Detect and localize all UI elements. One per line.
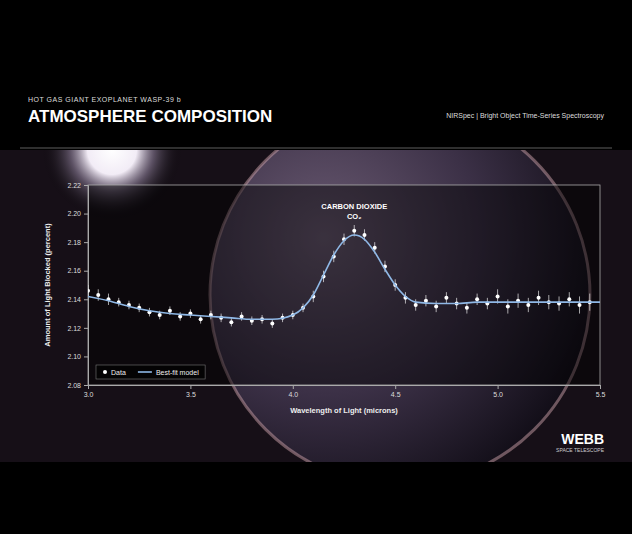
data-point xyxy=(496,294,500,298)
tick: 5.0 xyxy=(493,385,503,398)
subtitle: HOT GAS GIANT EXOPLANET WASP-39 b xyxy=(28,96,181,103)
tick: 4.5 xyxy=(391,385,401,398)
tick-mark xyxy=(84,328,88,329)
y-axis-title: Amount of Light Blocked (percent) xyxy=(43,223,52,347)
legend: Data Best-fit model xyxy=(96,365,205,379)
tick-mark xyxy=(84,385,88,386)
background xyxy=(0,0,632,534)
tick: 2.20 xyxy=(67,210,88,217)
title: ATMOSPHERE COMPOSITION xyxy=(28,107,272,126)
tick-label: 2.08 xyxy=(67,382,81,389)
tick-label: 2.14 xyxy=(67,296,81,303)
tick: 2.16 xyxy=(67,267,88,274)
tick: 2.22 xyxy=(67,182,88,189)
tick-label: 2.20 xyxy=(67,210,81,217)
tick: 3.0 xyxy=(84,385,94,398)
chart: HOT GAS GIANT EXOPLANET WASP-39 b ATMOSPH… xyxy=(0,0,632,534)
annotation: CARBON DIOXIDE xyxy=(321,202,387,211)
data-point xyxy=(444,296,448,300)
plot-frame xyxy=(88,185,600,385)
model-line xyxy=(88,235,600,319)
tick-mark xyxy=(84,299,88,300)
data-point xyxy=(414,303,418,307)
legend-label: Data xyxy=(111,369,126,376)
annotation: CO₂ xyxy=(347,212,362,221)
data-point xyxy=(352,229,356,233)
x-axis-title: Wavelength of Light (microns) xyxy=(290,406,398,415)
tick-label: 2.10 xyxy=(67,353,81,360)
tick-mark xyxy=(395,385,396,389)
tick: 2.10 xyxy=(67,353,88,360)
tick-label: 3.0 xyxy=(84,391,94,398)
legend-swatch xyxy=(138,371,152,373)
data-point xyxy=(168,309,172,313)
tick-mark xyxy=(84,356,88,357)
tick-label: 5.0 xyxy=(493,391,503,398)
data-point xyxy=(158,313,162,317)
data-point xyxy=(506,304,510,308)
tick-label: 5.5 xyxy=(596,391,606,398)
instrument: NIRSpec | Bright Object Time-Series Spec… xyxy=(446,112,604,120)
legend-box xyxy=(96,365,205,379)
header-rule xyxy=(20,148,612,149)
plot-marks xyxy=(88,225,600,328)
legend-label: Best-fit model xyxy=(156,369,199,376)
data-point xyxy=(475,297,479,301)
plot-bg xyxy=(88,185,600,385)
tick-mark xyxy=(190,385,191,389)
tick-mark xyxy=(293,385,294,389)
tick: 5.5 xyxy=(596,385,606,398)
tick: 2.18 xyxy=(67,239,88,246)
tick: 2.14 xyxy=(67,296,88,303)
tick: 2.12 xyxy=(67,325,88,332)
tick-label: 2.18 xyxy=(67,239,81,246)
axis-line xyxy=(89,386,601,390)
tick-label: 4.0 xyxy=(288,391,298,398)
data-point xyxy=(229,320,233,324)
tick-label: 2.12 xyxy=(67,325,81,332)
data-point xyxy=(362,233,366,237)
backdrop xyxy=(0,150,632,462)
tick: 2.08 xyxy=(67,382,88,389)
tick-mark xyxy=(600,385,601,389)
tick-mark xyxy=(498,385,499,389)
tick-label: 2.16 xyxy=(67,267,81,274)
tick-label: 4.5 xyxy=(391,391,401,398)
tick-mark xyxy=(84,271,88,272)
data-point xyxy=(88,289,90,293)
logo-sub: SPACE TELESCOPE xyxy=(556,447,605,453)
tick-mark xyxy=(84,185,88,186)
data-point xyxy=(434,304,438,308)
data-point xyxy=(465,306,469,310)
tick: 3.5 xyxy=(186,385,196,398)
data-point xyxy=(578,303,582,307)
data-point xyxy=(199,317,203,321)
tick-label: 2.22 xyxy=(67,182,81,189)
legend-swatch xyxy=(103,370,107,374)
data-point xyxy=(96,293,100,297)
data-point xyxy=(537,296,541,300)
y-axis: 2.08 2.10 2.12 2.14 2.16 2.18 2.20 2.22 xyxy=(67,182,88,389)
tick-label: 3.5 xyxy=(186,391,196,398)
tick: 4.0 xyxy=(288,385,298,398)
tick-mark xyxy=(84,214,88,215)
data-point xyxy=(567,297,571,301)
tick-mark xyxy=(84,242,88,243)
data-point xyxy=(526,303,530,307)
x-axis: 3.0 3.5 4.0 4.5 5.0 5.5 xyxy=(84,385,606,398)
data-point xyxy=(424,299,428,303)
logo: WEBB xyxy=(561,431,604,447)
data-point xyxy=(270,322,274,326)
